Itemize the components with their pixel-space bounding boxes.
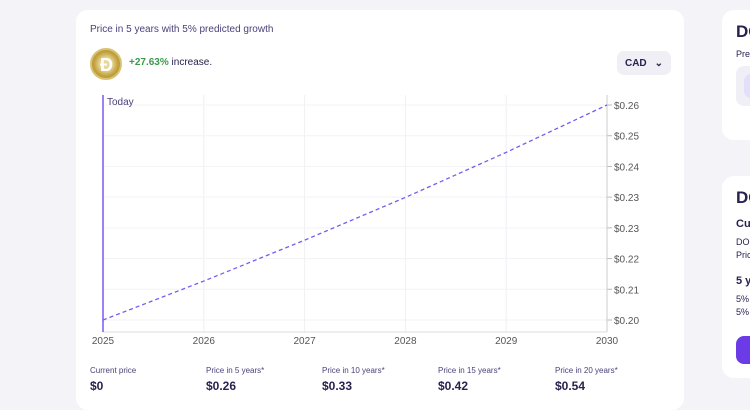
x-tick-label: 2029	[495, 336, 518, 347]
side-action-button[interactable]	[736, 336, 750, 364]
prediction-card: Price in 5 years with 5% predicted growt…	[76, 10, 684, 410]
side-heading: DO	[736, 22, 750, 42]
stat-current: Current price$0	[90, 366, 136, 393]
price-line	[103, 105, 607, 320]
x-tick-label: 2030	[596, 336, 619, 347]
x-tick-label: 2026	[193, 336, 216, 347]
side-subheading: Cu	[736, 218, 750, 230]
side-subheading: 5 y	[736, 275, 750, 287]
y-tick-label: $0.20	[614, 316, 639, 327]
side-text: Pre	[736, 49, 750, 59]
stat-10y: Price in 10 years*$0.33	[322, 366, 385, 393]
side-line: 5%	[736, 294, 749, 304]
side-input-box[interactable]	[736, 66, 750, 106]
y-tick-label: $0.21	[614, 285, 639, 296]
x-tick-label: 2028	[394, 336, 417, 347]
y-tick-label: $0.22	[614, 255, 639, 266]
price-chart: 2025 2026 2027 2028 2029 2030 $0.20 $0.21 $0.22 $…	[76, 10, 684, 360]
side-card-2: DO Cu DOG Pric 5 y 5% 5%	[722, 176, 750, 378]
y-tick-label: $0.25	[614, 132, 639, 143]
side-heading: DO	[736, 188, 750, 208]
today-label: Today	[107, 97, 134, 108]
stat-5y: Price in 5 years*$0.26	[206, 366, 264, 393]
y-tick-label: $0.26	[614, 101, 639, 112]
side-line: Pric	[736, 250, 750, 260]
y-tick-label: $0.23	[614, 193, 639, 204]
x-tick-label: 2025	[92, 336, 115, 347]
y-tick-label: $0.23	[614, 224, 639, 235]
x-tick-label: 2027	[293, 336, 316, 347]
side-card-1: DO Pre	[722, 10, 750, 140]
stat-15y: Price in 15 years*$0.42	[438, 366, 501, 393]
stat-20y: Price in 20 years*$0.54	[555, 366, 618, 393]
side-line: DOG	[736, 237, 750, 247]
y-tick-label: $0.24	[614, 162, 639, 173]
side-line: 5%	[736, 307, 749, 317]
